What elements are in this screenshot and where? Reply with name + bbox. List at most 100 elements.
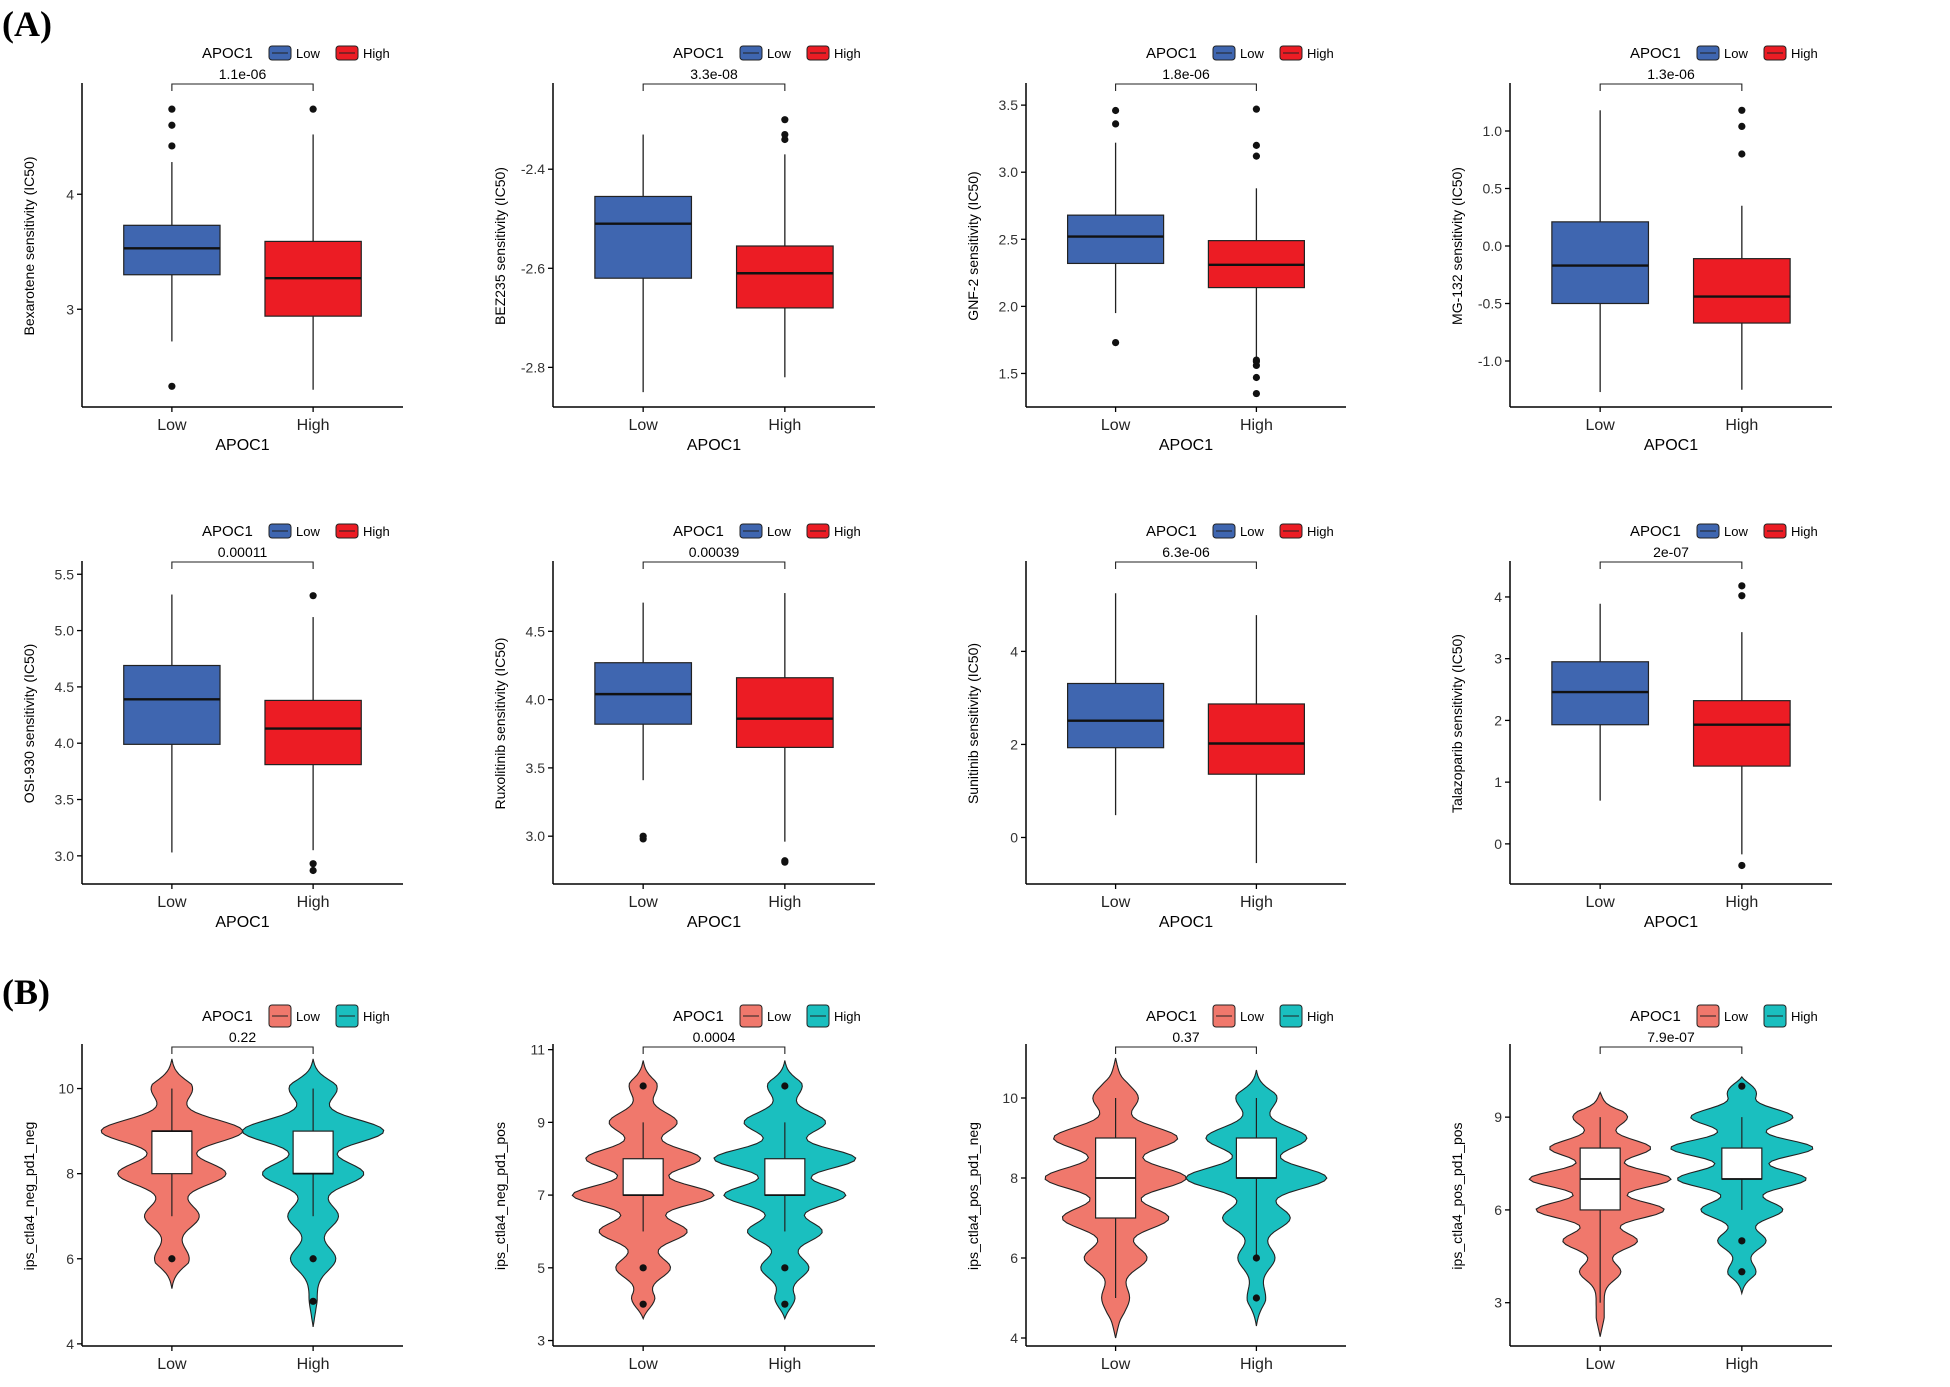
- y-tick-label: 9: [1494, 1109, 1502, 1125]
- box-high: [1721, 1147, 1763, 1180]
- x-tick-label: Low: [1101, 417, 1131, 434]
- significance-bracket: [1599, 1046, 1743, 1054]
- y-tick-label: 5.0: [55, 623, 75, 639]
- box-high: [764, 1158, 806, 1196]
- outlier-point: [781, 1082, 789, 1090]
- chart-panel-1: 3 4 Low High APOC1 Bexarotene sensitivity (IC…: [21, 45, 403, 454]
- chart-panel-9: 4 6 8 10 Low High ips_ctla4_neg_pd1_neg APOC1 Lo…: [21, 1004, 403, 1373]
- outlier-point: [1738, 582, 1746, 590]
- panel-label-a: (A): [2, 4, 52, 44]
- x-tick-label: Low: [1585, 1356, 1615, 1373]
- y-tick-label: 10: [1002, 1090, 1018, 1106]
- y-tick-label: 3.5: [526, 760, 546, 776]
- outlier-point: [1252, 1254, 1260, 1262]
- x-tick-label: Low: [1585, 417, 1615, 434]
- significance-bracket: [171, 561, 314, 569]
- y-axis-title: Sunitinib sensitivity (IC50): [965, 643, 981, 804]
- y-tick-label: 0: [1010, 829, 1018, 845]
- chart-panel-3: 1.5 2.0 2.5 3.0 3.5 Low High APOC1 GNF-2 sensiti…: [965, 45, 1346, 454]
- outlier-point: [309, 1297, 317, 1305]
- p-value-label: 2e-07: [1653, 544, 1689, 560]
- box-high: [735, 245, 834, 309]
- outlier-point: [781, 1264, 789, 1272]
- legend-label-low: Low: [767, 524, 791, 539]
- chart-panel-10: 3 5 7 9 11 Low High ips_ctla4_neg_pd1_pos APOC1 L…: [492, 1004, 875, 1373]
- y-tick-label: 4.0: [526, 692, 546, 708]
- x-tick-label: Low: [628, 417, 658, 434]
- outlier-point: [1112, 120, 1120, 128]
- significance-bracket: [171, 1046, 314, 1054]
- y-tick-label: 4: [1494, 589, 1502, 605]
- x-axis-title: APOC1: [1159, 914, 1213, 931]
- legend-title: APOC1: [1630, 523, 1681, 540]
- legend-title: APOC1: [202, 523, 253, 540]
- legend-label-high: High: [1307, 46, 1334, 61]
- p-value-label: 1.1e-06: [219, 66, 267, 82]
- legend-label-low: Low: [1724, 1009, 1748, 1024]
- significance-bracket: [1599, 561, 1743, 569]
- legend-title: APOC1: [202, 1008, 253, 1025]
- chart-panel-6: 3.0 3.5 4.0 4.5 Low High APOC1 Ruxolitinib sens…: [492, 523, 875, 931]
- legend-label-high: High: [834, 46, 861, 61]
- legend-title: APOC1: [1630, 1008, 1681, 1025]
- y-tick-label: 3: [66, 301, 74, 317]
- x-tick-label: Low: [1585, 894, 1615, 911]
- legend-title: APOC1: [673, 45, 724, 62]
- x-tick-label: High: [297, 417, 330, 434]
- outlier-point: [1738, 1237, 1746, 1245]
- y-tick-label: 9: [537, 1114, 545, 1130]
- outlier-point: [309, 860, 317, 868]
- legend-label-low: Low: [296, 46, 320, 61]
- y-tick-label: -2.8: [521, 359, 545, 375]
- outlier-point: [1738, 1268, 1746, 1276]
- outlier-point: [1252, 373, 1260, 382]
- significance-bracket: [642, 83, 786, 91]
- p-value-label: 0.00011: [218, 544, 268, 560]
- y-tick-label: 1.0: [1483, 123, 1503, 139]
- x-axis-title: APOC1: [1644, 914, 1698, 931]
- x-tick-label: High: [1240, 417, 1273, 434]
- legend-label-low: Low: [767, 46, 791, 61]
- legend-label-high: High: [834, 1009, 861, 1024]
- y-tick-label: 2.0: [999, 298, 1019, 314]
- x-axis-title: APOC1: [215, 437, 269, 454]
- x-tick-label: Low: [628, 894, 658, 911]
- outlier-point: [1738, 150, 1746, 158]
- outlier-point: [1252, 141, 1260, 149]
- x-tick-label: High: [1240, 894, 1273, 911]
- box-low: [622, 1158, 664, 1196]
- x-axis-title: APOC1: [687, 914, 741, 931]
- y-tick-label: 3: [537, 1333, 545, 1349]
- box-high: [1207, 703, 1306, 775]
- legend-label-high: High: [1791, 46, 1818, 61]
- significance-bracket: [642, 561, 786, 569]
- legend-label-low: Low: [1240, 46, 1264, 61]
- x-tick-label: Low: [1101, 1356, 1131, 1373]
- y-tick-label: 4: [66, 1336, 74, 1352]
- box-low: [1066, 682, 1165, 749]
- x-axis-title: APOC1: [215, 914, 269, 931]
- outlier-point: [168, 105, 176, 113]
- legend-label-low: Low: [1240, 1009, 1264, 1024]
- y-tick-label: 1.5: [999, 365, 1019, 381]
- outlier-point: [1738, 122, 1746, 130]
- legend-label-high: High: [363, 46, 390, 61]
- p-value-label: 0.00039: [689, 544, 740, 560]
- x-tick-label: High: [768, 894, 801, 911]
- legend-label-high: High: [363, 524, 390, 539]
- chart-panel-11: 4 6 8 10 Low High ips_ctla4_pos_pd1_neg APOC1 Lo…: [965, 1004, 1346, 1373]
- y-tick-label: 8: [66, 1166, 74, 1182]
- outlier-point: [309, 105, 317, 113]
- legend-label-low: Low: [1240, 524, 1264, 539]
- outlier-point: [1252, 152, 1260, 160]
- x-axis-title: APOC1: [687, 437, 741, 454]
- box-high: [735, 677, 834, 749]
- outlier-point: [1738, 592, 1746, 600]
- chart-panel-5: 3.0 3.5 4.0 4.5 5.0 5.5 Low High APOC1 OSI-930 se…: [21, 523, 403, 931]
- outlier-point: [1112, 339, 1120, 347]
- y-tick-label: 2: [1494, 712, 1502, 728]
- significance-bracket: [1599, 83, 1743, 91]
- outlier-point: [781, 116, 789, 124]
- p-value-label: 7.9e-07: [1647, 1029, 1695, 1045]
- y-axis-title: Ruxolitinib sensitivity (IC50): [492, 638, 508, 810]
